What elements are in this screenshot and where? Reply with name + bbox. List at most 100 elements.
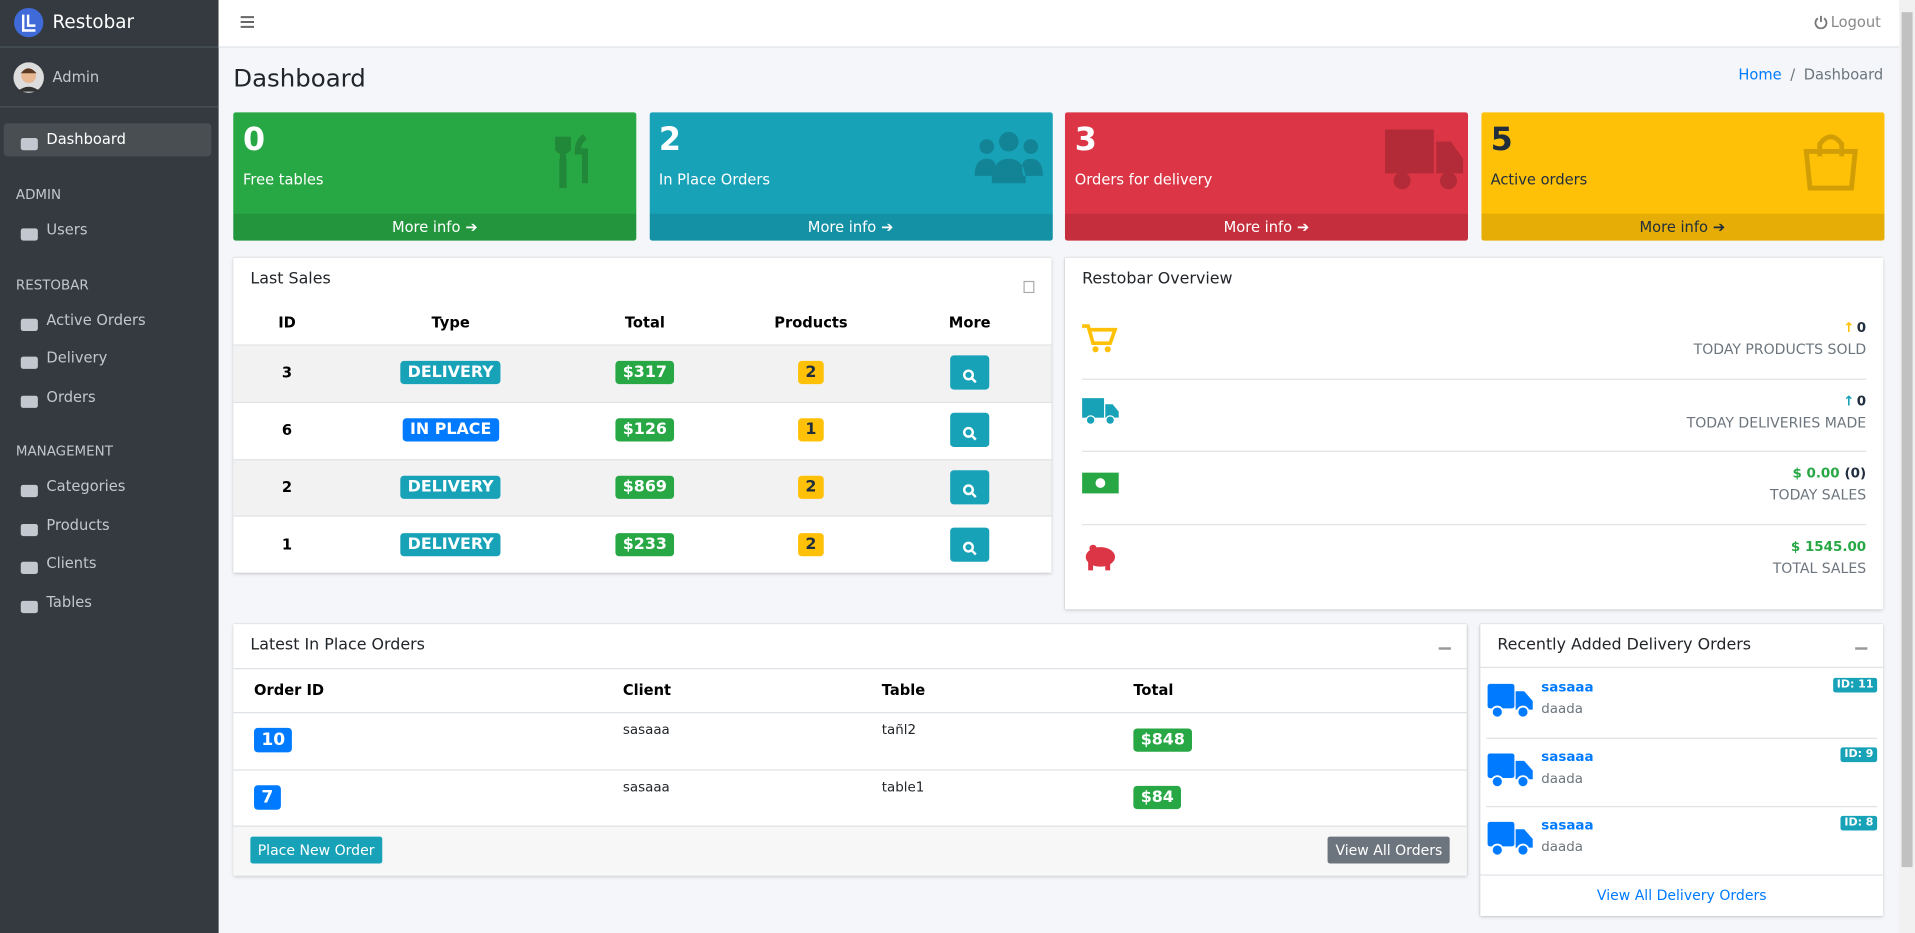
divider <box>1480 666 1884 669</box>
divider <box>233 668 1467 670</box>
nav-item[interactable]: Clients <box>46 554 97 572</box>
overview-label: TODAY PRODUCTS SOLD <box>1693 340 1867 358</box>
logout-link[interactable]: Logout <box>1830 13 1881 31</box>
type-badge: DELIVERY <box>400 532 502 557</box>
stat-label: Orders for delivery <box>1074 170 1213 189</box>
client-detail: daada <box>1541 701 1584 717</box>
client-link[interactable]: sasaaa <box>1541 817 1594 834</box>
stat-label: Free tables <box>243 170 324 189</box>
column-header: ID <box>278 313 296 331</box>
value-extra: (0) <box>1844 465 1867 482</box>
table: table1 <box>881 778 925 795</box>
arrow-icon: ➔ <box>881 218 894 236</box>
total-badge: $869 <box>615 475 675 499</box>
nav-icon <box>20 557 40 575</box>
more-info-link[interactable]: More info <box>1639 218 1708 236</box>
view-button[interactable] <box>950 470 990 505</box>
overview-card: Restobar Overview ↑ 0 TODAY PRODUCTS SOLD ↑ 0… <box>1064 257 1884 610</box>
stat-value: 0 <box>243 122 266 159</box>
view-button[interactable] <box>950 413 990 448</box>
overview-value: ↑ 0 <box>1843 320 1866 336</box>
column-header: Table <box>881 681 926 699</box>
overview-value: ↑ 0 <box>1843 393 1866 409</box>
divider <box>1486 806 1878 808</box>
nav-item[interactable]: Active Orders <box>46 310 146 328</box>
menu-toggle[interactable] <box>240 16 255 28</box>
arrow-icon: ➔ <box>1712 218 1726 236</box>
nav-item[interactable]: Delivery <box>46 349 108 367</box>
card-title: Latest In Place Orders <box>250 636 425 655</box>
page-title: Dashboard <box>233 63 366 93</box>
up-arrow: ↑ <box>1843 319 1855 336</box>
total-badge: $126 <box>615 418 675 442</box>
id-badge: ID: 8 <box>1840 816 1878 831</box>
card-title: Recently Added Delivery Orders <box>1497 636 1752 655</box>
row-divider <box>233 458 1052 460</box>
stat-footer[interactable]: More info ➔ <box>1064 213 1469 241</box>
divider <box>0 106 219 108</box>
divider <box>0 46 219 48</box>
breadcrumb: Home / Dashboard <box>1738 66 1883 83</box>
more-info-link[interactable]: More info <box>1223 218 1293 236</box>
column-header: Total <box>1133 681 1174 699</box>
overview-label: TOTAL SALES <box>1772 559 1867 577</box>
place-order-button[interactable]: Place New Order <box>250 836 382 864</box>
total-badge: $233 <box>615 532 675 557</box>
more-info-link[interactable]: More info <box>807 218 877 236</box>
stat-footer[interactable]: More info ➔ <box>649 213 1053 241</box>
nav-header: ADMIN <box>15 186 62 203</box>
stat-icon <box>969 129 1050 193</box>
nav-header: MANAGEMENT <box>15 443 113 460</box>
value: 0 <box>1856 392 1867 409</box>
collapse-icon[interactable] <box>1438 647 1451 650</box>
view-all-link[interactable]: View All Delivery Orders <box>1596 886 1767 904</box>
stat-box: 2 In Place Orders More info ➔ <box>649 112 1053 241</box>
divider <box>1082 378 1867 380</box>
truck-icon <box>1487 751 1534 790</box>
nav-item[interactable]: Products <box>46 515 110 534</box>
nav-item[interactable]: Categories <box>46 477 126 495</box>
nav-icon <box>20 595 40 613</box>
divider <box>1480 874 1884 876</box>
more-info-link[interactable]: More info <box>391 218 461 236</box>
stat-label: Active orders <box>1490 170 1588 189</box>
client-link[interactable]: sasaaa <box>1541 679 1594 695</box>
client-detail: daada <box>1541 770 1584 787</box>
products-badge: 2 <box>798 475 824 499</box>
view-button[interactable] <box>950 355 990 391</box>
overview-value: $ 1545.00 <box>1791 539 1866 555</box>
breadcrumb-link[interactable]: Home <box>1738 65 1782 84</box>
stat-footer[interactable]: More info ➔ <box>1480 213 1884 241</box>
value: $ 1545.00 <box>1790 538 1867 555</box>
overview-label: TODAY DELIVERIES MADE <box>1686 413 1867 431</box>
stat-icon <box>1801 129 1882 193</box>
arrow-icon: ➔ <box>465 218 478 236</box>
power-icon <box>1814 15 1828 30</box>
nav-item[interactable]: Tables <box>46 592 92 611</box>
logo <box>14 7 44 38</box>
stat-box: 0 Free tables More info ➔ <box>233 112 637 241</box>
divider <box>1082 451 1867 453</box>
id-badge: ID: 11 <box>1833 677 1878 693</box>
total-badge: $848 <box>1133 728 1193 752</box>
collapse-icon[interactable] <box>1855 647 1868 650</box>
view-all-button[interactable]: View All Orders <box>1328 836 1450 864</box>
cell-id: 2 <box>281 478 293 496</box>
nav-icon <box>20 518 40 536</box>
client-detail: daada <box>1541 839 1584 856</box>
column-header: Client <box>622 681 672 699</box>
row-divider <box>233 515 1052 518</box>
nav-item[interactable]: Orders <box>46 387 96 405</box>
cell-id: 1 <box>281 535 293 554</box>
client-link[interactable]: sasaaa <box>1541 748 1594 765</box>
type-badge: DELIVERY <box>400 361 502 385</box>
nav-item[interactable]: Users <box>46 221 88 239</box>
brand: Restobar <box>52 10 135 33</box>
cell-id: 3 <box>281 364 293 382</box>
view-button[interactable] <box>950 527 990 562</box>
stat-footer[interactable]: More info ➔ <box>233 213 637 241</box>
nav-item[interactable]: Dashboard <box>46 130 126 148</box>
order-id-badge: 7 <box>254 784 281 810</box>
arrow-icon: ➔ <box>1297 218 1310 236</box>
